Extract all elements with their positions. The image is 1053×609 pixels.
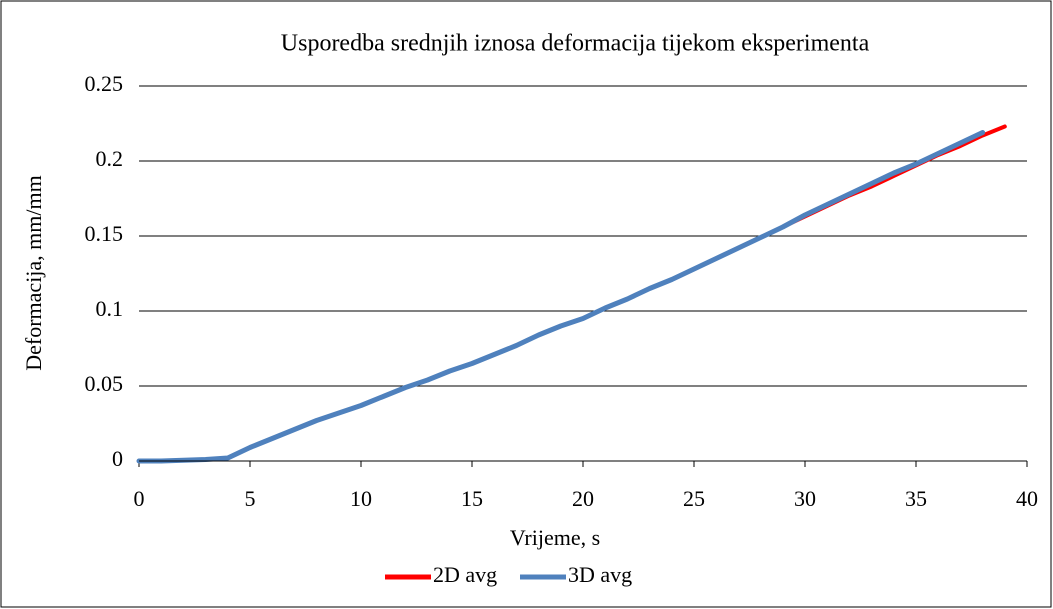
x-tick-label: 10	[350, 486, 372, 511]
y-tick-label: 0	[112, 446, 123, 471]
series-line	[136, 130, 986, 464]
x-tick-label: 30	[794, 486, 816, 511]
legend-label: 2D avg	[433, 562, 497, 587]
y-tick-label: 0.25	[85, 71, 124, 96]
x-tick-label: 15	[461, 486, 483, 511]
x-tick-label: 35	[905, 486, 927, 511]
legend-label: 3D avg	[568, 562, 632, 587]
x-tick-label: 25	[683, 486, 705, 511]
x-tick-label: 5	[245, 486, 256, 511]
y-tick-label: 0.15	[85, 221, 124, 246]
x-axis-label: Vrijeme, s	[510, 525, 600, 550]
chart-title: Usporedba srednjih iznosa deformacija ti…	[281, 31, 870, 57]
y-axis-label: Deformacija, mm/mm	[21, 175, 46, 371]
y-tick-label: 0.2	[96, 146, 124, 171]
x-tick-label: 20	[572, 486, 594, 511]
y-tick-label: 0.05	[85, 371, 124, 396]
x-tick-label: 40	[1016, 486, 1038, 511]
x-tick-label: 0	[134, 486, 145, 511]
y-tick-label: 0.1	[96, 296, 124, 321]
